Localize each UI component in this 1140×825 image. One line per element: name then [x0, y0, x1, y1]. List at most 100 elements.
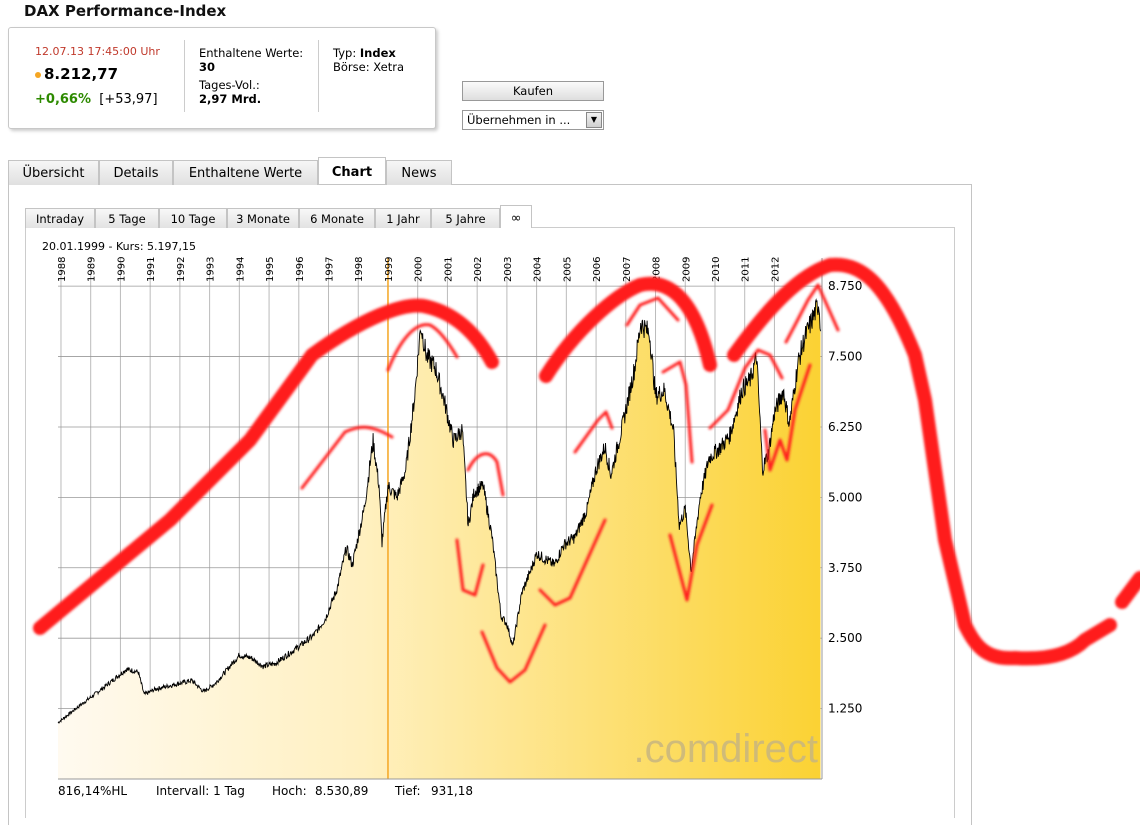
- range-tab-6-monate[interactable]: 6 Monate: [299, 208, 375, 228]
- range-tab-5-tage[interactable]: 5 Tage: [95, 208, 159, 228]
- annotation-small-arc: [466, 452, 505, 497]
- annotation-small-arc: [538, 518, 607, 607]
- tab-news[interactable]: News: [386, 160, 452, 185]
- tab-details[interactable]: Details: [99, 160, 173, 185]
- change-absolute: [+53,97]: [99, 92, 158, 107]
- annotation-big-wave: [1115, 571, 1140, 609]
- y-tick-label: 5.000: [828, 490, 862, 504]
- annotation-small-arc: [300, 425, 394, 490]
- x-tick-label: 1996: [295, 257, 306, 282]
- x-tick-label: 1990: [116, 257, 127, 282]
- buy-button[interactable]: Kaufen: [462, 81, 604, 101]
- x-tick-label: 1999: [384, 257, 395, 282]
- y-tick-label: 6.250: [828, 420, 862, 434]
- annotation-small-arc: [386, 323, 459, 372]
- x-tick-label: 1993: [206, 257, 217, 282]
- annotation-small-arc: [625, 296, 680, 327]
- x-tick-label: 1994: [235, 257, 246, 282]
- comdirect-watermark: .comdirect: [634, 727, 819, 771]
- divider: [318, 40, 319, 112]
- interval-label: Intervall: 1 Tag: [156, 784, 245, 798]
- take-over-value: Übernehmen in ...: [467, 113, 571, 127]
- y-tick-label: 3.750: [828, 561, 862, 575]
- chevron-down-icon[interactable]: ▼: [586, 112, 602, 128]
- type-label: Typ:: [333, 46, 357, 60]
- annotation-big-arc: [33, 298, 499, 635]
- annotation-small-arc: [784, 283, 840, 344]
- x-tick-label: 2012: [770, 257, 781, 282]
- low-label: Tief:: [395, 784, 421, 798]
- x-tick-label: 1998: [354, 257, 365, 282]
- x-tick-label: 1995: [265, 257, 276, 282]
- y-tick-label: 8.750: [828, 279, 862, 293]
- exchange-label: Börse:: [333, 60, 370, 74]
- x-tick-label: 2011: [741, 257, 752, 282]
- annotation-small-arc: [573, 410, 614, 454]
- x-tick-label: 1988: [57, 257, 68, 282]
- type-value: Index: [359, 46, 396, 60]
- page-title: DAX Performance-Index: [24, 2, 227, 20]
- x-tick-label: 2010: [711, 257, 722, 282]
- range-tab-3-monate[interactable]: 3 Monate: [227, 208, 299, 228]
- x-tick-label: 2005: [562, 257, 573, 282]
- content-panel: [8, 184, 972, 825]
- range-tab-10-tage[interactable]: 10 Tage: [159, 208, 227, 228]
- high-label: Hoch:: [272, 784, 307, 798]
- constituents-label: Enthaltene Werte:: [199, 46, 304, 60]
- annotation-small-arc: [708, 348, 784, 430]
- annotation-small-arc: [455, 538, 485, 597]
- type-row: Typ: Index: [333, 46, 396, 60]
- x-tick-label: 2004: [533, 257, 544, 282]
- x-tick-label: 2001: [443, 257, 454, 282]
- range-tab-1-jahr[interactable]: 1 Jahr: [375, 208, 431, 228]
- exchange-row: Börse: Xetra: [333, 60, 404, 74]
- x-tick-label: 1997: [325, 257, 336, 282]
- annotation-small-arc: [668, 503, 714, 602]
- quote-box: 12.07.13 17:45:00 Uhr 8.212,77 +0,66% [+…: [8, 27, 436, 129]
- x-axis-ticks: 1988 1989 1990 1991 1992 1993 1994 1995 1996 1997…: [57, 257, 781, 282]
- y-tick-label: 7.500: [828, 350, 862, 364]
- volume-label: Tages-Vol.:: [199, 78, 260, 92]
- x-tick-label: 2002: [473, 257, 484, 282]
- annotation-small-arc: [661, 360, 694, 464]
- x-tick-label: 2003: [503, 257, 514, 282]
- y-tick-label: 2.500: [828, 631, 862, 645]
- price-chart: 1988 1989 1990 1991 1992 1993 1994 1995 1996 1997…: [33, 257, 1140, 780]
- quote-change: +0,66% [+53,97]: [35, 92, 158, 107]
- exchange-value: Xetra: [373, 60, 404, 74]
- x-tick-label: 2008: [652, 257, 663, 282]
- range-tab-intraday[interactable]: Intraday: [25, 208, 95, 228]
- change-percent: +0,66%: [35, 92, 91, 107]
- quote-datetime: 12.07.13 17:45:00 Uhr: [35, 45, 160, 58]
- range-tab-5-jahre[interactable]: 5 Jahre: [431, 208, 500, 228]
- tab-enthaltene-werte[interactable]: Enthaltene Werte: [173, 160, 318, 185]
- quote-price: 8.212,77: [35, 65, 118, 83]
- range-tab-all[interactable]: ∞: [500, 205, 532, 228]
- price-value: 8.212,77: [44, 65, 119, 83]
- divider: [184, 40, 185, 112]
- x-tick-label: 1989: [87, 257, 98, 282]
- price-area: [58, 299, 821, 779]
- tab-uebersicht[interactable]: Übersicht: [8, 160, 99, 185]
- scale-label: 816,14%HL: [58, 784, 128, 798]
- annotation-big-wave: [727, 257, 1117, 666]
- live-dot-icon: [35, 71, 41, 78]
- hand-drawn-annotations: [33, 257, 1140, 684]
- cursor-info: 20.01.1999 - Kurs: 5.197,15: [42, 240, 197, 253]
- high-value: 8.530,89: [315, 784, 369, 798]
- annotation-small-arc: [480, 623, 547, 684]
- annotation-small-arc: [763, 363, 812, 472]
- volume-value: 2,97 Mrd.: [199, 92, 262, 106]
- x-tick-label: 2006: [592, 257, 603, 282]
- x-tick-label: 1991: [146, 257, 157, 282]
- annotation-big-arc: [539, 276, 717, 383]
- y-tick-label: 1.250: [828, 702, 862, 716]
- x-tick-label: 2000: [414, 257, 425, 282]
- x-tick-label: 1992: [176, 257, 187, 282]
- low-value: 931,18: [431, 784, 473, 798]
- take-over-select[interactable]: Übernehmen in ... ▼: [462, 110, 604, 130]
- x-tick-label: 2009: [681, 257, 692, 282]
- tab-chart[interactable]: Chart: [318, 157, 386, 184]
- constituents-value: 30: [199, 60, 216, 74]
- x-tick-label: 2007: [622, 257, 633, 282]
